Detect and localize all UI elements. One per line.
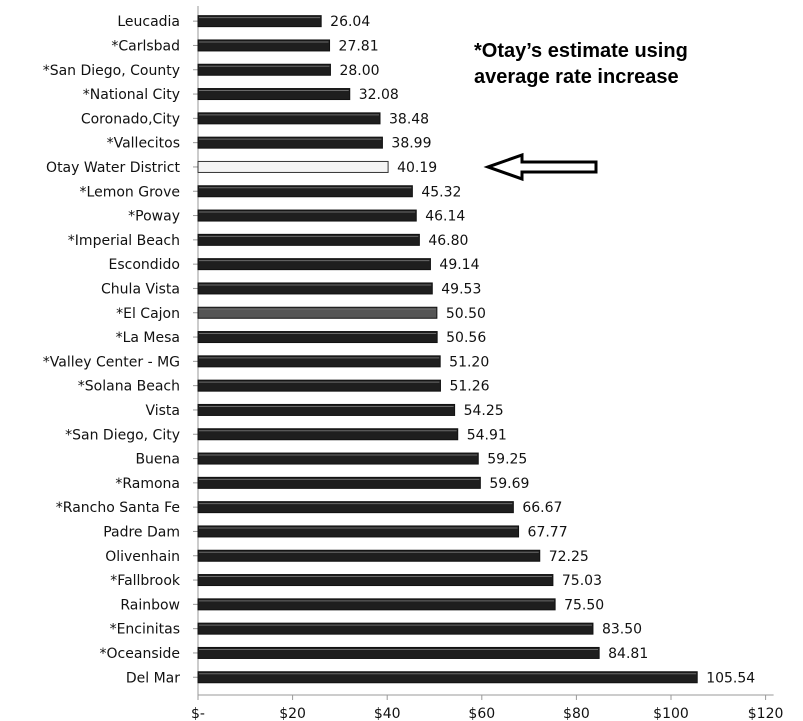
category-label: *Imperial Beach bbox=[68, 233, 180, 249]
category-label: *Poway bbox=[128, 209, 180, 225]
category-label: *Vallecitos bbox=[107, 136, 180, 152]
bar bbox=[197, 525, 520, 538]
category-label: Coronado,City bbox=[81, 111, 180, 127]
category-label: Olivenhain bbox=[105, 549, 180, 565]
annotation-line-2: average rate increase bbox=[474, 66, 679, 88]
bar bbox=[197, 233, 420, 246]
value-label: 75.50 bbox=[564, 597, 604, 613]
value-label: 59.25 bbox=[487, 452, 527, 468]
category-label: *El Cajon bbox=[116, 306, 180, 322]
category-label: Otay Water District bbox=[46, 160, 180, 176]
left-arrow-icon bbox=[483, 152, 598, 182]
value-label: 75.03 bbox=[562, 573, 602, 589]
category-label: *National City bbox=[83, 87, 180, 103]
value-label: 67.77 bbox=[528, 524, 568, 540]
x-tick-label: $120 bbox=[748, 706, 784, 721]
bar bbox=[197, 355, 441, 368]
bar bbox=[197, 282, 433, 295]
value-label: 59.69 bbox=[489, 476, 529, 492]
bar bbox=[197, 306, 438, 319]
category-label: Padre Dam bbox=[103, 524, 180, 540]
category-label: Leucadia bbox=[117, 14, 180, 30]
bar bbox=[197, 646, 600, 659]
bar bbox=[197, 39, 331, 52]
annotation-line-1: *Otay’s estimate using bbox=[474, 40, 688, 62]
value-label: 49.14 bbox=[439, 257, 479, 273]
value-label: 27.81 bbox=[339, 38, 379, 54]
value-label: 38.99 bbox=[391, 136, 431, 152]
bar bbox=[197, 15, 322, 28]
bars-layer: Leucadia 26.04 *Carlsbad 27.81 *San Diego, C… bbox=[43, 6, 784, 721]
value-label: 40.19 bbox=[397, 160, 437, 176]
value-label: 50.56 bbox=[446, 330, 486, 346]
category-label: *Encinitas bbox=[110, 622, 180, 638]
bar bbox=[197, 88, 351, 101]
bar bbox=[197, 331, 438, 344]
category-label: *La Mesa bbox=[116, 330, 180, 346]
category-label: *Oceanside bbox=[100, 646, 180, 662]
bar bbox=[197, 403, 456, 416]
category-label: Del Mar bbox=[126, 670, 180, 686]
category-label: Vista bbox=[145, 403, 180, 419]
category-label: *San Diego, County bbox=[43, 63, 180, 79]
value-label: 51.26 bbox=[449, 379, 489, 395]
category-label: *Valley Center - MG bbox=[43, 354, 180, 370]
x-tick-label: $20 bbox=[279, 706, 306, 721]
category-label: Rainbow bbox=[120, 597, 180, 613]
bar bbox=[197, 622, 594, 635]
bar bbox=[197, 63, 331, 76]
value-label: 49.53 bbox=[441, 281, 481, 297]
value-label: 72.25 bbox=[549, 549, 589, 565]
category-label: *Ramona bbox=[115, 476, 180, 492]
bar bbox=[197, 549, 541, 562]
value-label: 105.54 bbox=[706, 670, 755, 686]
bar bbox=[197, 671, 698, 684]
value-label: 26.04 bbox=[330, 14, 370, 30]
value-label: 54.25 bbox=[464, 403, 504, 419]
value-label: 32.08 bbox=[359, 87, 399, 103]
bar bbox=[197, 574, 554, 587]
x-tick-label: $80 bbox=[563, 706, 590, 721]
bar bbox=[197, 501, 514, 514]
bar bbox=[197, 476, 481, 489]
value-label: 66.67 bbox=[522, 500, 562, 516]
value-label: 38.48 bbox=[389, 111, 429, 127]
category-label: *Rancho Santa Fe bbox=[56, 500, 180, 516]
category-label: *Solana Beach bbox=[78, 379, 180, 395]
category-label: *Lemon Grove bbox=[80, 184, 180, 200]
category-label: *Fallbrook bbox=[110, 573, 181, 589]
value-label: 84.81 bbox=[608, 646, 648, 662]
x-tick-label: $- bbox=[191, 706, 205, 721]
value-label: 45.32 bbox=[421, 184, 461, 200]
category-label: *Carlsbad bbox=[111, 38, 180, 54]
value-label: 50.50 bbox=[446, 306, 486, 322]
bar bbox=[197, 452, 479, 465]
bar bbox=[197, 598, 556, 611]
x-tick-label: $60 bbox=[468, 706, 495, 721]
value-label: 83.50 bbox=[602, 622, 642, 638]
bar bbox=[197, 209, 417, 222]
annotation-note: *Otay’s estimate using average rate incr… bbox=[474, 38, 688, 90]
bar bbox=[197, 428, 459, 441]
value-label: 51.20 bbox=[449, 354, 489, 370]
category-label: *San Diego, City bbox=[65, 427, 180, 443]
bar bbox=[197, 136, 383, 149]
value-label: 46.14 bbox=[425, 209, 465, 225]
value-label: 54.91 bbox=[467, 427, 507, 443]
value-label: 46.80 bbox=[428, 233, 468, 249]
bar-highlighted bbox=[197, 160, 389, 173]
x-tick-label: $40 bbox=[374, 706, 401, 721]
category-label: Buena bbox=[135, 452, 180, 468]
bar bbox=[197, 112, 381, 125]
value-label: 28.00 bbox=[339, 63, 379, 79]
bar bbox=[197, 258, 431, 271]
bar bbox=[197, 379, 441, 392]
bar bbox=[197, 185, 413, 198]
category-label: Chula Vista bbox=[101, 281, 180, 297]
category-label: Escondido bbox=[108, 257, 180, 273]
x-tick-label: $100 bbox=[653, 706, 689, 721]
